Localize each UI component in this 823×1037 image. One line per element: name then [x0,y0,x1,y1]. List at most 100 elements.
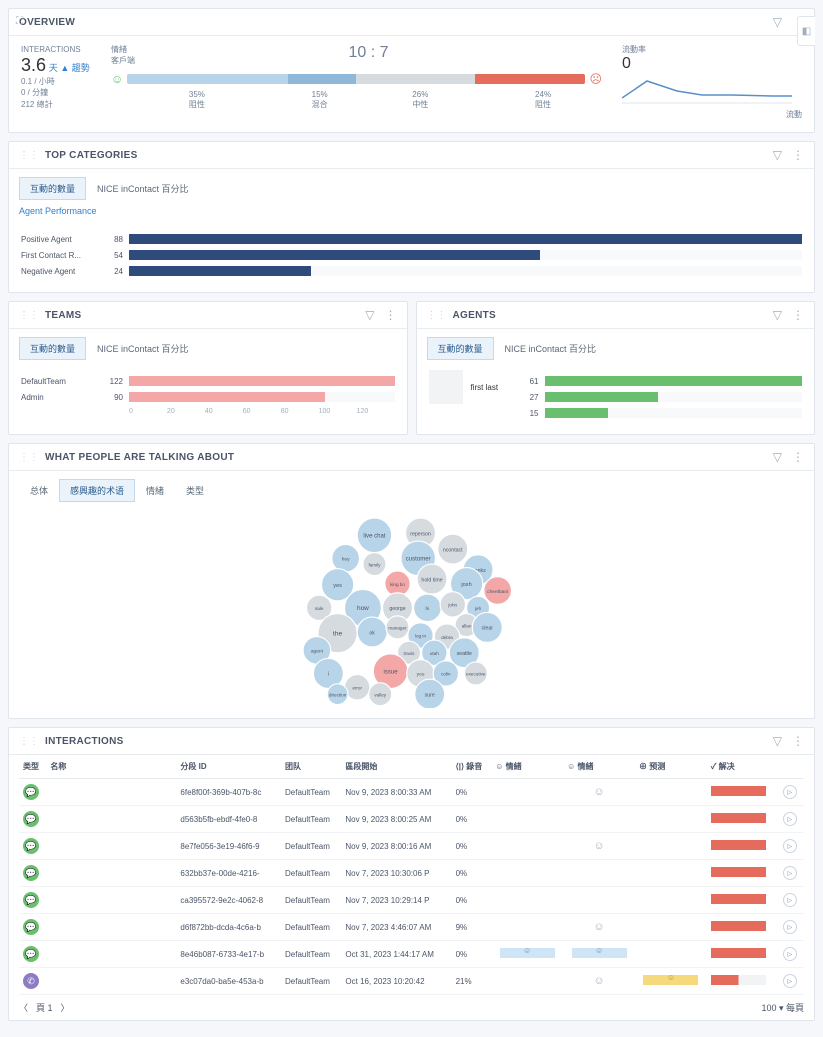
per-page-select[interactable]: 100 ▾ 每頁 [761,1001,804,1014]
svg-text:john: john [447,603,457,608]
tab-count[interactable]: 互動的數量 [19,337,86,360]
table-row[interactable]: 💬ca395572-9e2c-4062-8DefaultTeamNov 7, 2… [19,887,804,914]
chat-icon: 💬 [23,784,39,800]
svg-text:clear: clear [482,626,494,632]
table-row[interactable]: 💬6fe8f00f-369b-407b-8cDefaultTeamNov 9, … [19,779,804,806]
table-row[interactable]: 💬d563b5fb-ebdf-4fe0-8DefaultTeamNov 9, 2… [19,806,804,833]
chat-icon: 💬 [23,892,39,908]
interactions-panel: ⋮⋮ INTERACTIONS ▽ ⋮ 类型名称分段 ID团队區段開始⟨|⟩ 錄… [8,727,815,1021]
svg-text:the: the [333,630,343,637]
tab-count[interactable]: 互動的數量 [427,337,494,360]
svg-text:utah: utah [430,651,439,656]
bar-row[interactable]: First Contact R...54 [21,250,802,260]
bubble-chart: live chatrepersonheyfamilycustomernconta… [19,518,799,708]
filter-icon[interactable]: ▽ [773,734,782,748]
table-row[interactable]: 💬8e7fe056-3e19-46f6-9DefaultTeamNov 9, 2… [19,833,804,860]
play-icon[interactable]: ▷ [783,812,797,826]
chat-icon: 💬 [23,838,39,854]
tab-percent[interactable]: NICE inContact 百分比 [494,337,608,360]
table-row[interactable]: 💬d6f872bb-dcda-4c6a-bDefaultTeamNov 7, 2… [19,914,804,941]
filter-icon[interactable]: ▽ [773,148,782,162]
svg-text:executive: executive [466,672,486,677]
play-icon[interactable]: ▷ [783,893,797,907]
tab-percent[interactable]: NICE inContact 百分比 [86,177,200,200]
churn-block: 流動率 0 流動 [622,44,802,120]
svg-text:reperson: reperson [410,531,431,537]
chat-icon: 💬 [23,919,39,935]
more-icon[interactable]: ⋮ [385,308,397,322]
play-icon[interactable]: ▷ [783,839,797,853]
filter-icon[interactable]: ▽ [773,308,782,322]
tab-talking-1[interactable]: 感興趣的术语 [59,479,135,502]
svg-text:you: you [417,673,425,678]
table-row[interactable]: 💬8e46b087-6733-4e17-bDefaultTeamOct 31, … [19,941,804,968]
play-icon[interactable]: ▷ [783,947,797,961]
teams-panel: ⋮⋮ TEAMS ▽ ⋮ 互動的數量 NICE inContact 百分比 De… [8,301,408,435]
bar-row[interactable]: Positive Agent88 [21,234,802,244]
tab-talking-2[interactable]: 情緒 [135,479,175,502]
tab-talking-0[interactable]: 总体 [19,479,59,502]
svg-text:yes: yes [333,583,342,589]
filter-icon[interactable]: ▽ [773,450,782,464]
bar-row[interactable]: DefaultTeam122 [21,376,395,386]
svg-text:sure: sure [425,692,435,698]
drag-icon[interactable]: ⋮⋮ [427,310,447,321]
svg-text:hold time: hold time [421,577,442,583]
svg-text:how: how [357,605,369,612]
drag-icon[interactable]: ⋮⋮ [19,736,39,747]
bar-row[interactable]: Negative Agent24 [21,266,802,276]
table-row[interactable]: ✆e3c07da0-ba5e-453a-bDefaultTeamOct 16, … [19,968,804,995]
svg-text:colin: colin [441,672,451,677]
agent-performance-link[interactable]: Agent Performance [19,206,97,216]
tab-talking-3[interactable]: 类型 [175,479,215,502]
svg-text:error: error [352,686,362,691]
svg-text:log in: log in [415,634,426,639]
table-row[interactable]: 💬632bb37e-00de-4216-DefaultTeamNov 7, 20… [19,860,804,887]
play-icon[interactable]: ▷ [783,866,797,880]
svg-text:agent: agent [311,649,324,655]
svg-text:allan: allan [462,623,472,628]
more-icon[interactable]: ⋮ [792,734,804,748]
tab-count[interactable]: 互動的數量 [19,177,86,200]
drag-icon[interactable]: ⋮⋮ [19,452,39,463]
svg-text:travis: travis [404,651,416,656]
drag-icon[interactable]: ⋮⋮ [19,310,39,321]
svg-text:cheetbani: cheetbani [487,589,508,595]
chat-icon: 💬 [23,865,39,881]
svg-text:customer: customer [406,557,431,563]
categories-panel: ⋮⋮ TOP CATEGORIES ▽ ⋮ 互動的數量 NICE inConta… [8,141,815,293]
more-icon[interactable]: ⋮ [792,308,804,322]
interactions-metric: INTERACTIONS 3.6 天 ▲ 趨勢 0.1 / 小時 0 / 分鐘 … [21,44,91,110]
svg-text:sale: sale [315,606,324,611]
side-toggle-icon[interactable]: ◧ [797,16,815,46]
overview-panel: OVERVIEW ▽ ⋮ INTERACTIONS 3.6 天 ▲ 趨勢 0.1… [8,8,815,133]
svg-text:valley: valley [374,692,386,697]
chat-icon: 💬 [23,946,39,962]
play-icon[interactable]: ▷ [783,920,797,934]
filter-icon[interactable]: ▽ [365,308,374,322]
sentiment-bar [127,74,585,84]
svg-text:seattle: seattle [457,651,472,657]
play-icon[interactable]: ▷ [783,974,797,988]
bar-row[interactable]: Admin90 [21,392,395,402]
expand-icon[interactable]: ⛶ [16,16,23,27]
svg-text:hi: hi [426,606,430,612]
svg-text:george: george [389,606,405,612]
svg-text:family: family [368,562,381,567]
svg-text:manager: manager [388,626,407,631]
next-page[interactable]: 〉 [61,1001,70,1014]
drag-icon[interactable]: ⋮⋮ [19,150,39,161]
more-icon[interactable]: ⋮ [792,148,804,162]
svg-text:ncontact: ncontact [443,547,463,553]
prev-page[interactable]: 〈 [19,1001,28,1014]
svg-text:direction: direction [329,692,347,697]
interactions-table: 类型名称分段 ID团队區段開始⟨|⟩ 錄音☺ 情緒☺ 情緒⊕ 预测✓ 解决 💬6… [19,755,804,995]
svg-text:king bo: king bo [390,582,405,587]
svg-text:live chat: live chat [363,534,385,540]
call-icon: ✆ [23,973,39,989]
frown-icon: ☹ [589,72,602,86]
play-icon[interactable]: ▷ [783,785,797,799]
tab-percent[interactable]: NICE inContact 百分比 [86,337,200,360]
filter-icon[interactable]: ▽ [773,15,782,29]
more-icon[interactable]: ⋮ [792,450,804,464]
